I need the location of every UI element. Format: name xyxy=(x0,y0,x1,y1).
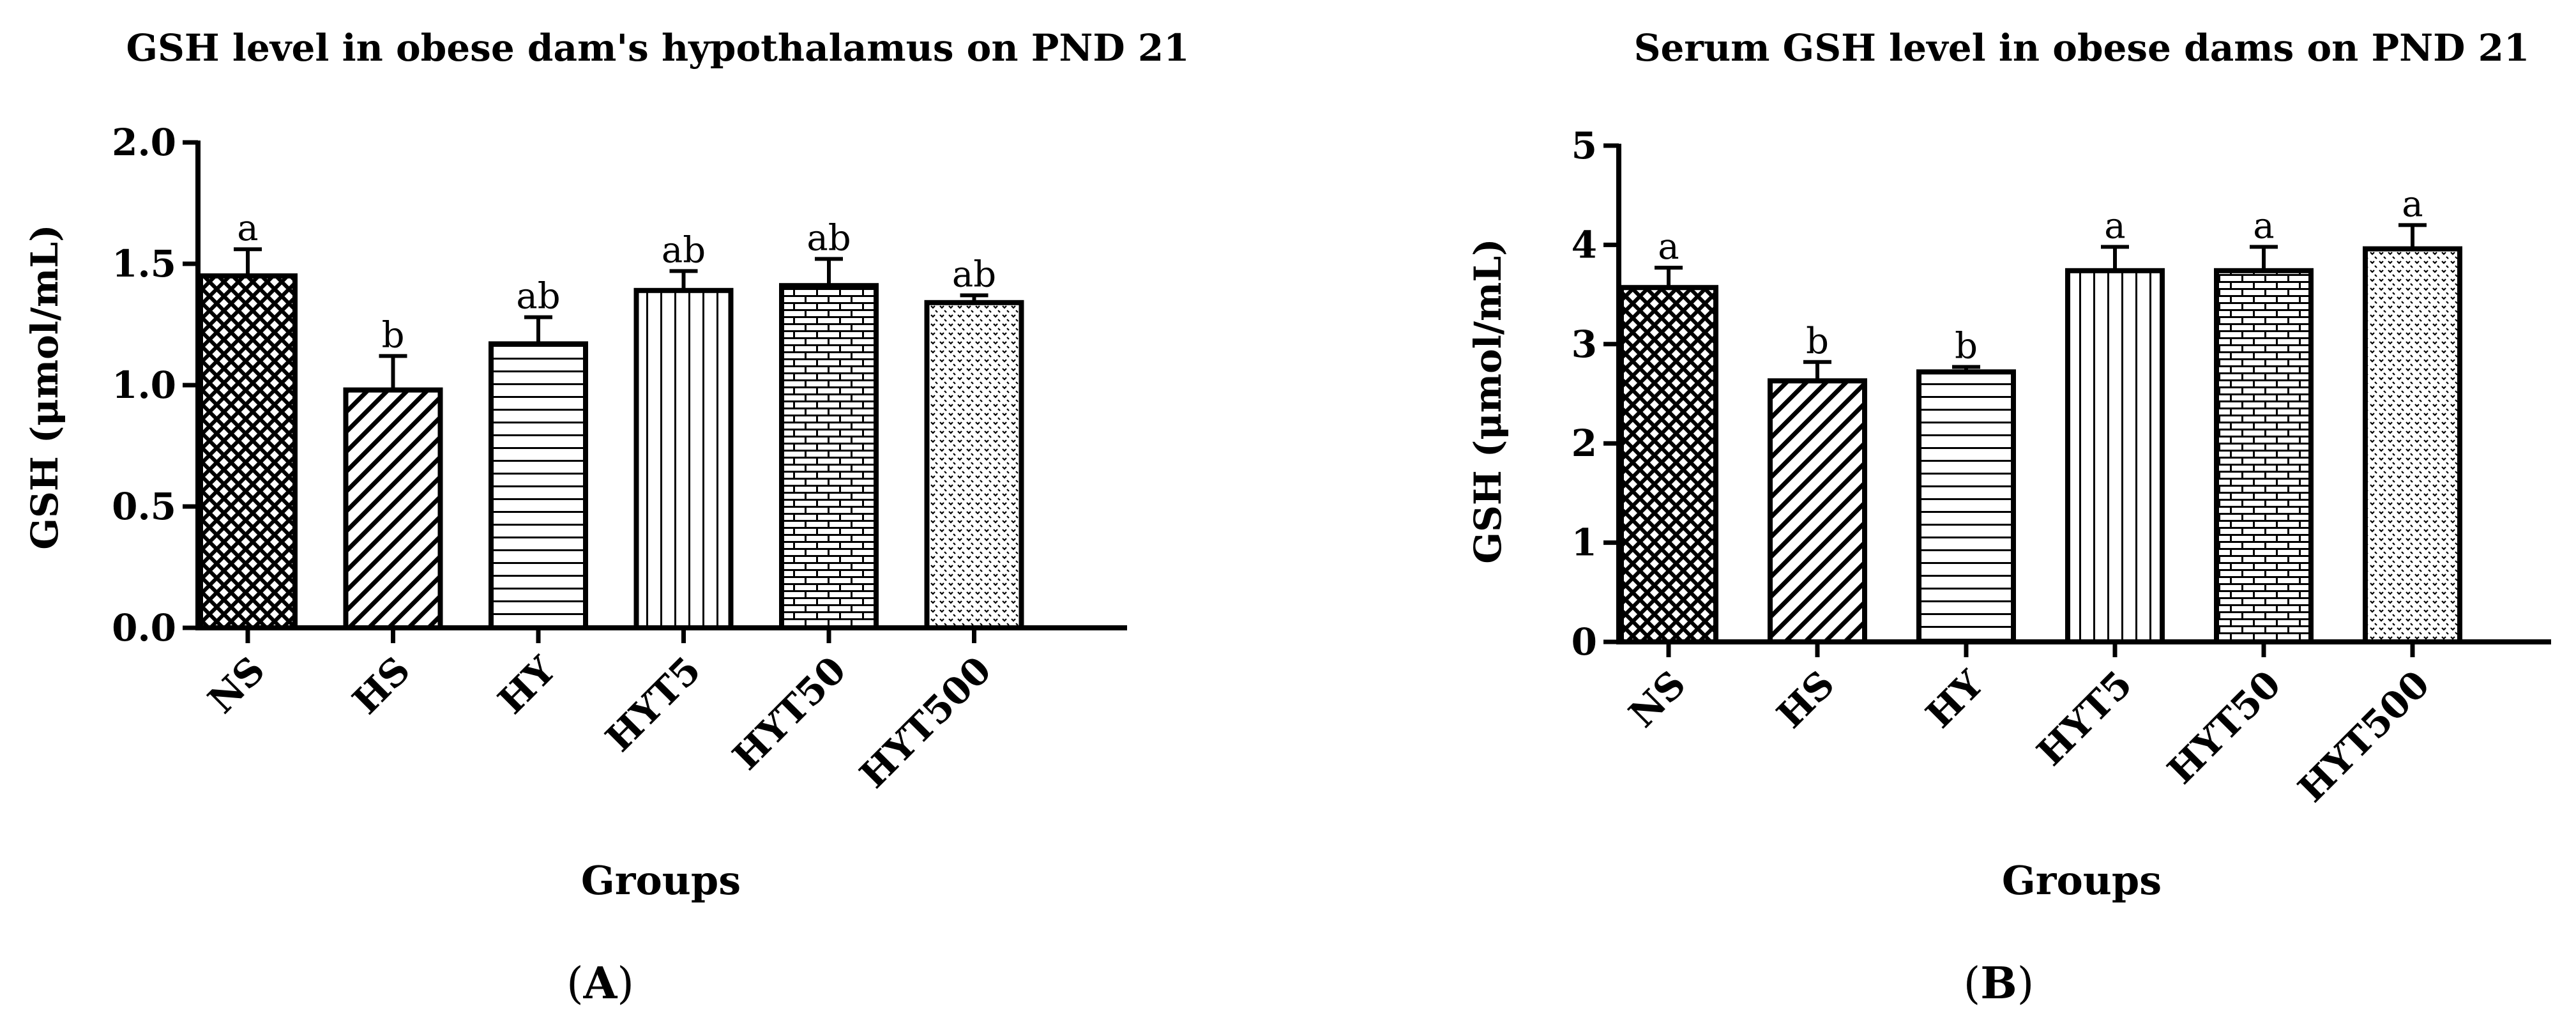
significance-label: a xyxy=(1658,226,1679,268)
bar xyxy=(924,300,1024,630)
chart-title: Serum GSH level in obese dams on PND 21 xyxy=(1634,26,2530,70)
y-tick-label: 0 xyxy=(1572,620,1597,664)
bar xyxy=(343,387,443,630)
bar xyxy=(779,283,879,630)
y-tick-label: 5 xyxy=(1572,124,1597,167)
y-axis-label: GSH (μmol/mL) xyxy=(1466,238,1510,563)
bar xyxy=(489,341,588,631)
category-label: HS xyxy=(344,648,418,722)
y-tick-label: 0.0 xyxy=(112,606,176,650)
bar xyxy=(2065,268,2165,644)
bar xyxy=(1916,369,2016,644)
significance-label: a xyxy=(237,208,258,249)
bar xyxy=(1619,285,1718,644)
y-tick-label: 2.0 xyxy=(112,121,176,164)
y-axis-label: GSH (μmol/mL) xyxy=(23,224,66,549)
chart-title: GSH level in obese dam's hypothalamus on… xyxy=(126,26,1189,70)
y-tick-label: 1 xyxy=(1572,521,1597,565)
category-label: HYT5 xyxy=(2029,662,2140,774)
y-tick-label: 1.0 xyxy=(112,363,176,407)
significance-label: ab xyxy=(952,254,996,295)
chart-panel-b: Serum GSH level in obese dams on PND 21 … xyxy=(1466,26,2551,1009)
significance-label: a xyxy=(2402,183,2423,225)
y-tick-label: 0.5 xyxy=(112,485,176,528)
category-label: HYT50 xyxy=(724,648,854,779)
significance-label: a xyxy=(2253,206,2274,247)
significance-label: a xyxy=(2104,206,2125,247)
category-label: HYT50 xyxy=(2159,662,2289,793)
category-label: HY xyxy=(1918,662,1992,736)
category-label: HYT500 xyxy=(2290,662,2438,811)
bar xyxy=(633,287,734,630)
y-tick-label: 2 xyxy=(1572,422,1597,465)
category-label: HYT500 xyxy=(851,648,999,796)
significance-label: ab xyxy=(807,217,851,259)
panel-label: (A) xyxy=(566,958,634,1009)
category-label: HS xyxy=(1768,662,1842,736)
y-tick-label: 1.5 xyxy=(112,242,176,285)
x-axis-label: Groups xyxy=(2002,857,2162,904)
chart-panel-a: GSH level in obese dam's hypothalamus on… xyxy=(23,26,1190,1009)
y-tick-label: 4 xyxy=(1572,223,1597,266)
category-label: NS xyxy=(200,648,273,722)
significance-label: b xyxy=(1955,326,1978,367)
category-label: HY xyxy=(490,648,564,722)
significance-label: b xyxy=(1806,321,1829,362)
significance-label: b xyxy=(382,314,405,356)
significance-label: ab xyxy=(662,229,706,271)
bar xyxy=(2214,268,2314,644)
bar xyxy=(1768,378,1867,644)
x-axis-label: Groups xyxy=(581,857,741,904)
y-tick-label: 3 xyxy=(1572,323,1597,366)
category-label: NS xyxy=(1621,662,1694,736)
category-label: HYT5 xyxy=(597,648,709,760)
panel-label: (B) xyxy=(1964,958,2034,1009)
significance-label: ab xyxy=(516,276,560,317)
bar xyxy=(198,273,298,630)
bar xyxy=(2363,246,2462,644)
